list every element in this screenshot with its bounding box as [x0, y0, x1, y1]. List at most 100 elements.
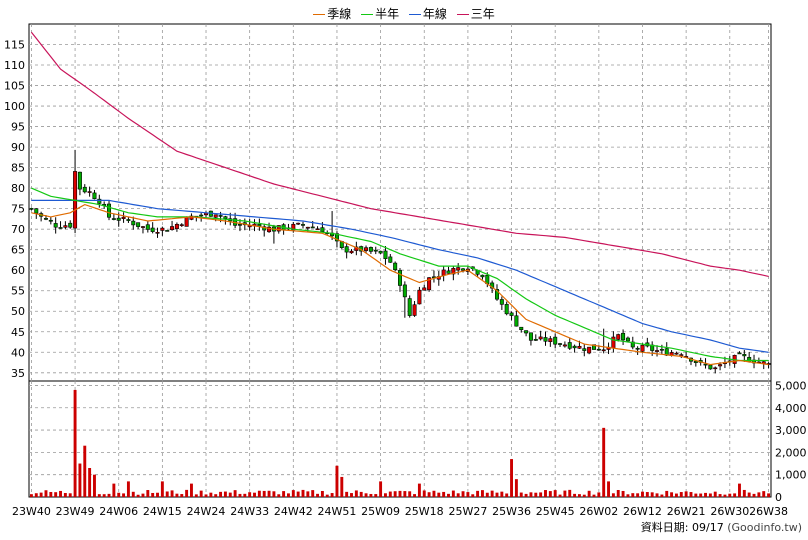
x-tick-label: 26W30 [710, 505, 749, 518]
volume-bar [354, 490, 358, 497]
x-tick-label: 26W02 [579, 505, 618, 518]
candle-body [402, 284, 407, 298]
volume-bar [480, 490, 484, 497]
volume-bar [262, 490, 266, 497]
price-tick-label: 110 [4, 59, 25, 72]
volume-bar [422, 490, 426, 497]
legend-label-year: 年線 [422, 7, 447, 21]
candle-body [393, 262, 398, 271]
candle-body [703, 363, 708, 366]
volume-bar [335, 465, 339, 497]
volume-bar [102, 494, 106, 497]
volume-bar [68, 493, 72, 497]
volume-bar [219, 491, 223, 497]
volume-bar [54, 492, 58, 497]
price-tick-label: 55 [11, 285, 25, 298]
legend-label-half: 半年 [375, 7, 400, 21]
price-tick-label: 35 [11, 367, 25, 380]
price-tick-label: 60 [11, 264, 25, 277]
volume-tick-label: 5,000 [775, 379, 807, 392]
candle-body [601, 349, 606, 352]
price-tick-label: 100 [4, 100, 25, 113]
data-date-text: 資料日期: 09/17 [640, 521, 724, 534]
volume-bar [165, 491, 169, 497]
volume-bar [689, 492, 693, 497]
volume-bar [364, 493, 368, 497]
candle-body [548, 338, 553, 342]
price-tick-label: 85 [11, 162, 25, 175]
volume-bar [607, 481, 610, 497]
candle-body [334, 233, 339, 242]
candle-body [257, 224, 262, 227]
candle-body [68, 222, 73, 228]
candle-body [528, 332, 533, 341]
candle-body [596, 348, 601, 351]
volume-bar [592, 494, 596, 497]
candle-body [276, 225, 281, 232]
candle-body [621, 332, 626, 341]
volume-bar [655, 493, 659, 497]
x-tick-label: 25W18 [405, 505, 444, 518]
volume-bar [330, 493, 334, 497]
volume-bar [510, 459, 513, 497]
volume-bar [107, 493, 111, 497]
candle-body [310, 226, 315, 229]
candle-body [111, 218, 116, 220]
volume-bar [398, 490, 402, 497]
candle-body [446, 270, 451, 274]
volume-bar [39, 492, 43, 497]
ma-quarter-line [31, 203, 769, 366]
volume-bar [233, 490, 237, 497]
candle-body [320, 227, 325, 232]
volume-bar [223, 491, 227, 497]
volume-bar [379, 481, 383, 497]
candle-body [63, 225, 68, 228]
volume-bar [636, 493, 640, 497]
volume-bar [505, 493, 509, 497]
volume-bar [645, 492, 649, 497]
price-tick-label: 65 [11, 244, 25, 257]
volume-bar [228, 492, 232, 497]
volume-bar [49, 491, 53, 497]
data-date-label: 資料日期: 09/17 (Goodinfo.tw) [641, 519, 802, 535]
candle-body [635, 347, 640, 350]
candle-body [616, 334, 621, 340]
volume-bar [185, 489, 189, 497]
candle-body [480, 274, 485, 278]
volume-bar [97, 494, 101, 497]
volume-bar [757, 492, 761, 497]
legend-item-three-year: 三年 [456, 5, 495, 22]
candle-body [116, 217, 121, 221]
candle-body [533, 339, 538, 341]
candle-body [504, 304, 509, 315]
candle-body [349, 250, 354, 254]
ma-three-year-line [30, 31, 769, 277]
volume-bar [301, 489, 305, 497]
candle-body [364, 247, 369, 251]
volume-bar [359, 491, 363, 497]
volume-bar [767, 493, 771, 497]
volume-bar [631, 493, 635, 497]
volume-bar [539, 492, 543, 497]
volume-bar [214, 494, 218, 497]
candle-body [368, 247, 373, 252]
volume-bar [602, 427, 606, 497]
x-tick-label: 24W24 [187, 505, 226, 518]
candle-body [58, 227, 63, 229]
candle-body [189, 215, 194, 220]
candle-body [543, 337, 548, 342]
volume-bar [713, 491, 717, 497]
volume-bar [553, 490, 557, 497]
volume-bar [529, 492, 533, 497]
volume-bar [156, 492, 159, 497]
volume-bar [73, 389, 77, 497]
volume-bar [495, 492, 499, 497]
candle-body [344, 246, 349, 253]
price-tick-label: 115 [4, 39, 25, 52]
volume-bar [670, 492, 674, 497]
volume-bar [747, 492, 751, 497]
candle-body [291, 223, 296, 231]
volume-bar [621, 490, 625, 497]
volume-bar [466, 492, 470, 497]
